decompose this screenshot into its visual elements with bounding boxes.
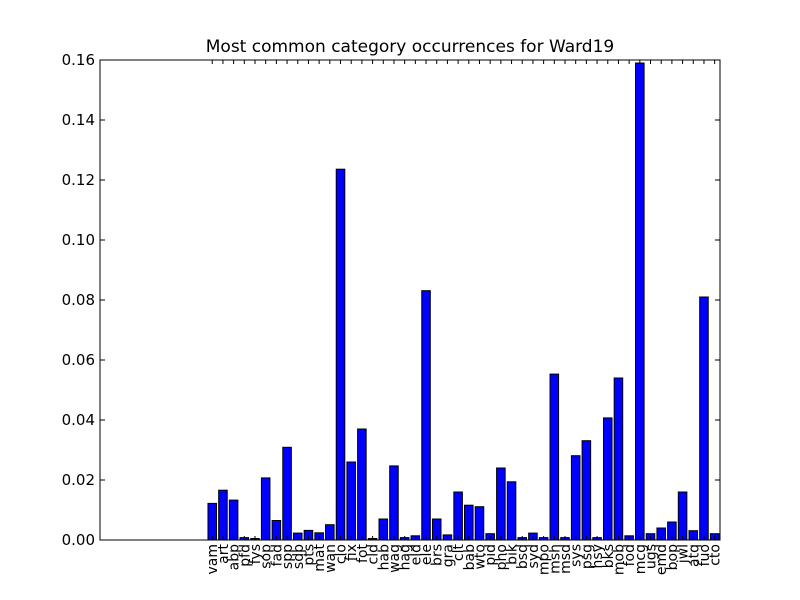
bar-clt — [453, 491, 463, 541]
bar-fot — [357, 428, 367, 541]
x-tick-label: vam — [205, 544, 221, 575]
x-tick-label: ugs — [644, 544, 660, 569]
x-tick-label: brs — [430, 544, 446, 566]
y-axis: 0.00 0.02 0.04 0.06 0.08 0.10 0.12 0.14 0.16 — [62, 51, 720, 549]
x-tick-label: clt — [451, 543, 467, 561]
bar-bks — [602, 417, 613, 541]
x-tick-label: cld — [366, 544, 382, 564]
x-tick-label: bks — [601, 544, 617, 568]
bar-fuo — [699, 296, 709, 541]
x-tick-label: bsd — [515, 544, 531, 569]
bar-sys — [570, 455, 581, 541]
y-tick-label: 0.08 — [62, 291, 95, 309]
x-tick-label: mob — [611, 544, 627, 575]
bar-clo — [335, 168, 346, 541]
x-tick-label: fad — [269, 544, 285, 566]
x-tick-label: mcg — [633, 544, 649, 574]
plot-frame — [99, 59, 721, 541]
bar-wag — [389, 465, 399, 541]
x-tick-label: sdp — [291, 544, 307, 569]
x-tick-label: mat — [312, 544, 328, 572]
x-tick-label: jwl — [676, 544, 692, 564]
bar-spp — [282, 446, 292, 541]
x-tick-label: wto — [472, 544, 488, 570]
y-tick-label: 0.12 — [62, 171, 95, 189]
x-tick-label: atq — [686, 544, 702, 567]
x-tick-label: bop — [665, 544, 681, 570]
x-tick-label: emd — [654, 544, 670, 575]
y-tick-label: 0.16 — [62, 51, 95, 69]
bar-sop — [260, 477, 271, 541]
bar-bik — [506, 481, 517, 541]
bar-vam — [207, 502, 218, 541]
bar-msh — [549, 373, 560, 541]
x-tick-label: hag — [398, 544, 414, 570]
x-tick-label: ele — [419, 544, 435, 565]
x-tick-label: fuo — [697, 544, 713, 566]
y-tick-label: 0.02 — [62, 471, 95, 489]
bar-jwl — [677, 491, 688, 541]
x-tick-label: bab — [462, 544, 478, 570]
y-tick-label: 0.00 — [62, 531, 95, 549]
bar-mcg — [635, 62, 645, 541]
x-tick-label: mpo — [537, 544, 553, 575]
x-tick-label: eld — [408, 544, 424, 565]
chart-title: Most common category occurrences for War… — [206, 37, 614, 57]
bars-group — [207, 62, 720, 541]
x-tick-label: pho — [494, 544, 510, 570]
x-tick-label: msh — [547, 544, 563, 574]
x-tick-label: hsy — [590, 544, 606, 568]
x-tick-label: pfd — [237, 544, 253, 567]
x-tick-label: pts — [301, 544, 317, 566]
x-tick-label: pid — [483, 544, 499, 566]
x-tick-label: sys — [569, 544, 585, 567]
bar-bab — [464, 504, 474, 541]
x-tick-label: bik — [505, 543, 521, 565]
bar-abp — [228, 499, 239, 541]
y-tick-label: 0.14 — [62, 111, 95, 129]
x-tick-label: wan — [323, 544, 339, 573]
bar-art — [218, 489, 228, 541]
y-tick-label: 0.10 — [62, 231, 95, 249]
x-tick-label: syd — [526, 544, 542, 568]
x-tick-label: gra — [440, 544, 456, 567]
x-tick-label: fys — [248, 544, 264, 564]
bar-pho — [496, 467, 506, 541]
x-tick-label: spp — [280, 544, 296, 569]
bar-mob — [613, 377, 624, 541]
x-tick-label: msd — [558, 544, 574, 574]
x-tick-label: clo — [334, 544, 350, 564]
x-tick-label: cto — [708, 544, 724, 566]
x-tick-label: abp — [227, 544, 243, 570]
x-tick-label: fod — [622, 544, 638, 566]
y-tick-label: 0.06 — [62, 351, 95, 369]
x-tick-label: wag — [387, 544, 403, 573]
x-tick-label: fot — [355, 543, 371, 562]
x-tick-label: sop — [259, 544, 275, 569]
bar-fix — [346, 461, 356, 541]
x-tick-label: art — [216, 543, 232, 563]
x-axis: vamartabppfdfyssopfadsppsdpptsmatwanclof… — [205, 60, 724, 575]
bar-wto — [474, 506, 485, 541]
x-tick-label: fix — [344, 544, 360, 561]
bar-ele — [421, 290, 431, 541]
x-tick-label: hab — [376, 544, 392, 570]
y-tick-label: 0.04 — [62, 411, 95, 429]
x-tick-label: psg — [579, 544, 595, 569]
bar-psg — [581, 440, 592, 541]
